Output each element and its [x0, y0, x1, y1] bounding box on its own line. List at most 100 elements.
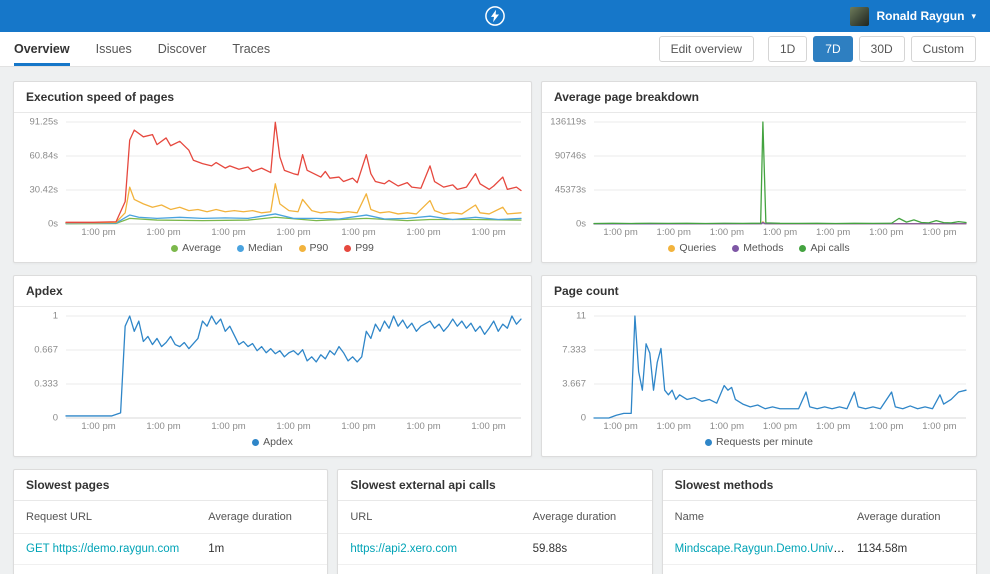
- x-axis: 1:00 pm 1:00 pm 1:00 pm 1:00 pm 1:00 pm 1:00 …: [66, 227, 521, 238]
- legend-label: Api calls: [810, 242, 850, 254]
- y-tick-label: 45373s: [554, 184, 586, 196]
- range-7d-button[interactable]: 7D: [813, 36, 853, 62]
- legend-item[interactable]: Apdex: [252, 436, 293, 448]
- chevron-down-icon: ▾: [971, 10, 976, 21]
- legend-item[interactable]: Queries: [668, 242, 716, 254]
- range-1d-button[interactable]: 1D: [767, 36, 808, 62]
- legend-item[interactable]: P90: [298, 242, 329, 254]
- column-header: Average duration: [532, 511, 617, 523]
- chart-body: 136119s 90746s 45373s 0s: [542, 113, 976, 230]
- legend-label: Methods: [743, 242, 784, 254]
- table-row-item: GET https://demo.raygun.com 1m: [14, 534, 328, 565]
- tab-traces[interactable]: Traces: [232, 42, 271, 56]
- user-name: Ronald Raygun: [876, 9, 965, 23]
- x-tick-label: 1:00 pm: [709, 227, 745, 238]
- api-url-link[interactable]: https://api2.xero.com: [350, 543, 458, 555]
- column-header: Request URL: [26, 511, 93, 523]
- table-column-headers: URL Average duration: [338, 501, 652, 534]
- y-tick-label: 60.84s: [29, 150, 58, 162]
- x-tick-label: 1:00 pm: [656, 421, 691, 432]
- chart-legend: Apdex: [14, 433, 531, 456]
- x-tick-label: 1:00 pm: [341, 227, 376, 238]
- table-title: Slowest external api calls: [338, 470, 652, 501]
- y-tick-label: 136119s: [550, 116, 586, 128]
- tab-overview[interactable]: Overview: [14, 32, 70, 66]
- legend-item[interactable]: Median: [237, 242, 283, 254]
- edit-overview-button[interactable]: Edit overview: [658, 36, 754, 62]
- legend-dot-icon: [344, 244, 352, 252]
- legend-item[interactable]: P99: [344, 242, 374, 254]
- series-line-p99: [66, 122, 521, 222]
- y-tick-label: 11: [576, 310, 586, 322]
- y-tick-label: 0.333: [34, 378, 58, 390]
- legend-item[interactable]: Api calls: [799, 242, 850, 254]
- chart-card-execution-speed: Execution speed of pages 91.25s 60.84s 30.…: [13, 81, 532, 263]
- column-header: Name: [674, 511, 704, 523]
- line-chart-plot[interactable]: [66, 316, 521, 418]
- y-tick-label: 3.667: [562, 378, 586, 390]
- request-url-link[interactable]: https://demo.raygun.com: [52, 543, 180, 555]
- legend-dot-icon: [171, 244, 179, 252]
- chart-body: 11 7.333 3.667 0: [542, 307, 976, 424]
- tab-discover[interactable]: Discover: [157, 42, 207, 56]
- legend-dot-icon: [732, 244, 740, 252]
- series-line-median: [66, 214, 521, 223]
- chart-card-apdex: Apdex 1 0.667 0.333 0 1:00 pm 1:00 pm 1:00 pm…: [13, 275, 532, 457]
- legend-item[interactable]: Average: [171, 242, 221, 254]
- line-chart-plot[interactable]: [66, 122, 521, 224]
- nav-tabs: Overview Issues Discover Traces: [14, 32, 270, 66]
- legend-label: Queries: [679, 242, 717, 254]
- legend-item[interactable]: Methods: [732, 242, 783, 254]
- user-menu[interactable]: Ronald Raygun ▾: [850, 6, 990, 26]
- x-tick-label: 1:00 pm: [762, 227, 798, 238]
- table-row-item: Mindscape.Raygun.Demo.Universe... 1134.5…: [662, 534, 976, 565]
- legend-dot-icon: [252, 438, 260, 446]
- chart-title: Execution speed of pages: [14, 82, 531, 113]
- table-row: Slowest pages Request URL Average durati…: [13, 469, 977, 574]
- chart-body: 1 0.667 0.333 0: [14, 307, 531, 424]
- request-method: GET: [26, 543, 50, 555]
- chart-card-page-breakdown: Average page breakdown 136119s 90746s 4537…: [541, 81, 977, 263]
- range-30d-button[interactable]: 30D: [858, 36, 905, 62]
- series-line-apdex: [66, 316, 521, 416]
- x-tick-label: 1:00 pm: [81, 421, 116, 432]
- legend-dot-icon: [237, 244, 245, 252]
- series-line-average: [66, 217, 521, 223]
- x-tick-label: 1:00 pm: [922, 227, 957, 238]
- chart-row-2: Apdex 1 0.667 0.333 0 1:00 pm 1:00 pm 1:00 pm…: [13, 275, 977, 457]
- chart-title: Page count: [542, 276, 976, 307]
- table-card-slowest-pages: Slowest pages Request URL Average durati…: [13, 469, 329, 574]
- raygun-logo-icon[interactable]: [485, 6, 506, 27]
- legend-item[interactable]: Requests per minute: [705, 436, 813, 448]
- average-duration-value: 1134.58m: [856, 543, 908, 555]
- line-chart-plot[interactable]: [594, 316, 966, 418]
- method-name-link[interactable]: Mindscape.Raygun.Demo.Universe...: [674, 543, 857, 555]
- chart-legend: Queries Methods Api calls: [542, 239, 976, 262]
- column-header: Average duration: [208, 511, 292, 523]
- line-chart-plot[interactable]: [594, 122, 966, 224]
- y-tick-label: 0.667: [34, 344, 58, 356]
- y-tick-label: 0: [52, 412, 58, 424]
- tab-issues[interactable]: Issues: [95, 42, 132, 56]
- table-row-item: https://api2.xero.com 59.88s: [338, 534, 652, 565]
- range-custom-button[interactable]: Custom: [910, 36, 976, 62]
- chart-legend: Average Median P90 P99: [14, 239, 531, 262]
- y-tick-label: 0: [580, 412, 586, 424]
- legend-dot-icon: [298, 244, 306, 252]
- main-content: Execution speed of pages 91.25s 60.84s 30.…: [0, 67, 990, 574]
- x-tick-label: 1:00 pm: [815, 227, 851, 238]
- legend-dot-icon: [799, 244, 807, 252]
- average-duration-value: 1m: [208, 543, 225, 555]
- table-title: Slowest pages: [14, 470, 328, 501]
- x-tick-label: 1:00 pm: [709, 421, 745, 432]
- x-tick-label: 1:00 pm: [603, 227, 638, 238]
- x-tick-label: 1:00 pm: [211, 421, 246, 432]
- chart-title: Average page breakdown: [542, 82, 976, 113]
- average-duration-value: 59.88s: [532, 543, 568, 555]
- x-tick-label: 1:00 pm: [211, 227, 246, 238]
- y-tick-label: 30.42s: [29, 184, 58, 196]
- x-tick-label: 1:00 pm: [471, 421, 506, 432]
- x-tick-label: 1:00 pm: [81, 227, 116, 238]
- legend-label: P90: [309, 242, 329, 254]
- x-tick-label: 1:00 pm: [341, 421, 376, 432]
